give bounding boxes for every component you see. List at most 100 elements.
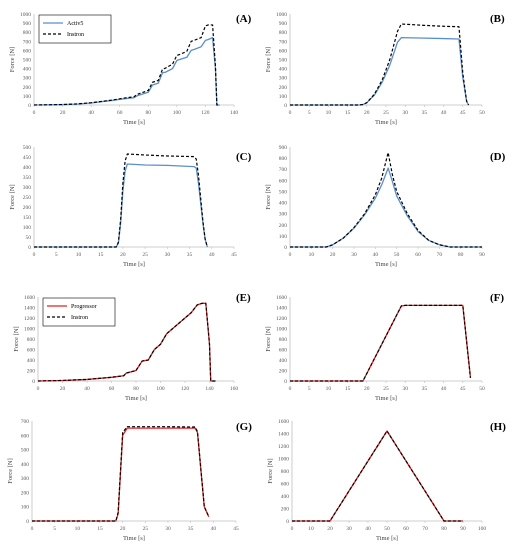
x-tick-label: 40 — [211, 526, 217, 532]
panel-e: 0 200 400 600 800 1000 1200 1400 1600 0 20 40 60 80 10… — [13, 292, 251, 402]
x-tick-label: 120 — [181, 386, 190, 392]
y-tick-label: 400 — [279, 67, 288, 73]
y-tick-label: 250 — [23, 195, 32, 201]
legend-label: Activ5 — [67, 21, 83, 27]
x-tick-label: 80 — [133, 386, 139, 392]
y-tick-label: 900 — [279, 145, 288, 151]
x-tick-label: 20 — [60, 110, 66, 116]
panel-c: 0 50 100 150 200 250 300 350 400 450 500 0 5 10 15 20 25… — [9, 145, 252, 268]
y-axis-label: Force [N] — [9, 47, 16, 72]
y-tick-label: 400 — [23, 165, 32, 171]
legend-box — [42, 297, 116, 327]
y-tick-label: 800 — [279, 337, 288, 343]
x-tick-label: 15 — [98, 252, 104, 258]
y-tick-label: 300 — [23, 185, 32, 191]
x-tick-label: 20 — [120, 526, 126, 532]
y-tick-label: 600 — [279, 48, 288, 54]
panel-label: (C) — [236, 151, 252, 163]
y-tick-label: 150 — [23, 215, 32, 221]
panel-g: 0 100 200 300 400 500 600 700 0 5 10 15 20 25 30 35 40 45… — [7, 419, 252, 542]
x-tick-label: 50 — [479, 386, 485, 392]
x-tick-label: 40 — [373, 252, 379, 258]
x-tick-label: 20 — [327, 526, 333, 532]
x-axis-label: Time [s] — [376, 535, 398, 542]
y-tick-label: 700 — [21, 419, 30, 425]
panel-label: (G) — [236, 421, 252, 433]
x-tick-label: 10 — [326, 386, 332, 392]
y-tick-label: 0 — [286, 519, 289, 525]
y-tick-label: 200 — [279, 369, 288, 375]
x-tick-label: 15 — [97, 526, 103, 532]
y-tick-label: 1000 — [278, 457, 289, 463]
x-tick-label: 30 — [346, 526, 352, 532]
y-tick-label: 400 — [281, 494, 290, 500]
y-tick-label: 0 — [26, 519, 29, 525]
y-tick-label: 400 — [279, 358, 288, 364]
y-tick-label: 200 — [23, 85, 32, 91]
x-tick-label: 20 — [364, 386, 370, 392]
x-tick-label: 5 — [308, 110, 311, 116]
x-tick-label: 80 — [458, 252, 464, 258]
x-tick-label: 90 — [460, 526, 466, 532]
y-tick-label: 800 — [27, 337, 36, 343]
panel-label: (F) — [490, 292, 504, 304]
y-tick-label: 200 — [281, 507, 290, 513]
y-tick-label: 100 — [23, 94, 32, 100]
x-tick-label: 10 — [309, 252, 315, 258]
x-tick-label: 30 — [402, 110, 408, 116]
x-tick-label: 5 — [55, 252, 58, 258]
y-tick-label: 400 — [23, 67, 32, 73]
series-line-reference — [290, 151, 482, 248]
y-tick-label: 1600 — [278, 419, 289, 425]
y-tick-label: 600 — [279, 348, 288, 354]
x-tick-label: 25 — [142, 252, 148, 258]
x-tick-label: 45 — [233, 526, 239, 532]
y-axis-label: Force [N] — [265, 326, 272, 351]
legend-label: Instron — [71, 315, 88, 321]
panel-label: (B) — [490, 13, 505, 25]
x-tick-label: 25 — [143, 526, 149, 532]
x-axis-label: Time [s] — [375, 261, 397, 268]
y-tick-label: 200 — [279, 223, 288, 229]
y-tick-label: 1400 — [278, 432, 289, 438]
panel-b: 0 100 200 300 400 500 600 700 800 900 1000 0 5 10 15 20… — [265, 12, 505, 126]
panel-a: 0 100 200 300 400 500 600 700 800 900 1000 0 20 40 60 8… — [9, 12, 252, 126]
x-tick-label: 5 — [308, 386, 311, 392]
series-line-reference — [290, 304, 472, 382]
x-tick-label: 15 — [345, 386, 351, 392]
x-tick-label: 60 — [109, 386, 115, 392]
x-tick-label: 40 — [88, 110, 94, 116]
y-tick-label: 800 — [279, 156, 288, 162]
x-tick-label: 35 — [422, 110, 428, 116]
x-tick-label: 35 — [422, 386, 428, 392]
x-tick-label: 0 — [31, 526, 34, 532]
y-tick-label: 800 — [23, 30, 32, 36]
panel-label: (E) — [236, 292, 251, 304]
y-tick-label: 1400 — [24, 306, 35, 312]
panel-label: (A) — [236, 13, 252, 25]
x-tick-label: 140 — [205, 386, 214, 392]
series-line-device — [290, 304, 472, 382]
y-tick-label: 500 — [23, 145, 32, 151]
legend-box — [38, 14, 112, 44]
y-tick-label: 200 — [27, 369, 36, 375]
x-tick-label: 25 — [383, 110, 389, 116]
y-tick-label: 200 — [279, 85, 288, 91]
x-tick-label: 20 — [330, 252, 336, 258]
y-tick-label: 350 — [23, 175, 32, 181]
y-tick-label: 1000 — [20, 12, 31, 18]
y-tick-label: 0 — [284, 245, 287, 251]
y-tick-label: 1200 — [24, 316, 35, 322]
x-tick-label: 0 — [291, 526, 294, 532]
x-axis-label: Time [s] — [125, 395, 147, 402]
y-tick-label: 0 — [284, 379, 287, 385]
series-line-reference — [292, 430, 463, 522]
y-tick-label: 700 — [23, 39, 32, 45]
series-line-activ5 — [33, 37, 220, 106]
x-tick-label: 70 — [422, 526, 428, 532]
y-tick-label: 900 — [23, 21, 32, 27]
x-tick-label: 50 — [384, 526, 390, 532]
series-line-device — [34, 163, 208, 248]
x-tick-label: 120 — [201, 110, 210, 116]
